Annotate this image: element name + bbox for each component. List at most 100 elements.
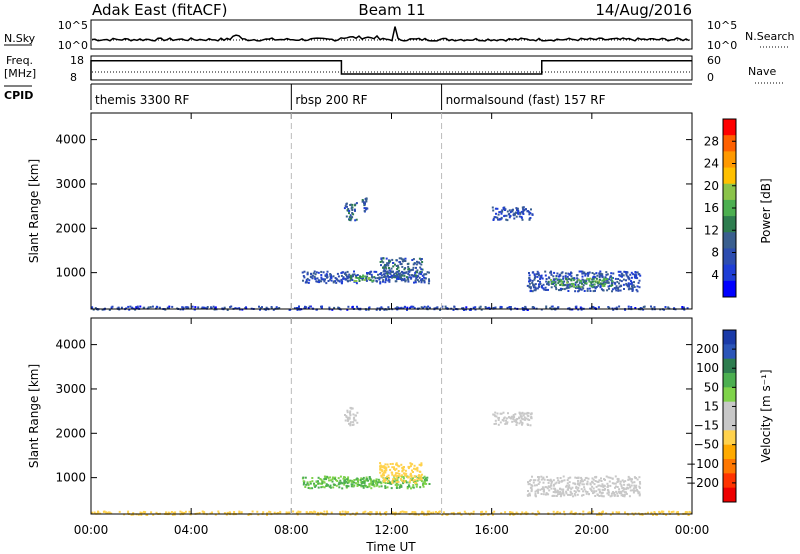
heatmap-cell <box>619 284 622 287</box>
heatmap-cell <box>355 202 358 205</box>
heatmap-cell <box>356 477 359 480</box>
heatmap-cell <box>401 469 404 472</box>
heatmap-cell <box>551 305 554 308</box>
heatmap-cell <box>573 284 575 287</box>
heatmap-cell <box>585 279 588 282</box>
heatmap-cell <box>544 289 547 291</box>
heatmap-cell <box>636 285 639 288</box>
heatmap-cell <box>150 511 153 514</box>
heatmap-cell <box>600 513 603 516</box>
heatmap-cell <box>622 480 625 483</box>
heatmap-cell <box>558 289 561 291</box>
heatmap-cell <box>573 277 576 280</box>
heatmap-cell <box>305 280 308 283</box>
heatmap-cell <box>599 285 602 288</box>
heatmap-cell <box>398 261 401 263</box>
heatmap-cell <box>428 510 431 513</box>
heatmap-cell <box>642 308 645 311</box>
heatmap-cell <box>385 513 387 516</box>
heatmap-cell <box>315 481 318 483</box>
heatmap-cell <box>382 261 385 264</box>
heatmap-cell <box>591 477 594 480</box>
heatmap-cell <box>542 493 545 496</box>
heatmap-cell <box>500 306 503 308</box>
heatmap-cell <box>605 279 608 282</box>
heatmap-cell <box>538 511 541 514</box>
heatmap-cell <box>347 481 350 484</box>
heatmap-cell <box>349 410 352 413</box>
heatmap-cell <box>339 475 342 478</box>
heatmap-cell <box>424 477 427 480</box>
heatmap-cell <box>608 278 611 281</box>
heatmap-cell <box>598 491 601 494</box>
heatmap-cell <box>638 494 641 497</box>
heatmap-cell <box>587 511 590 514</box>
heatmap-cell <box>530 484 533 487</box>
heatmap-cell <box>492 217 495 220</box>
heatmap-cell <box>611 482 614 485</box>
heatmap-cell <box>352 275 354 278</box>
heatmap-cell <box>528 419 531 421</box>
heatmap-cell <box>545 492 548 495</box>
heatmap-cell <box>620 491 623 494</box>
heatmap-cell <box>319 478 322 480</box>
heatmap-cell <box>520 417 523 420</box>
heatmap-cell <box>410 476 413 478</box>
heatmap-cell <box>528 213 531 216</box>
heatmap-cell <box>606 486 609 488</box>
heatmap-cell <box>575 285 578 288</box>
heatmap-cell <box>384 482 387 485</box>
heatmap-cell <box>344 205 347 208</box>
heatmap-cell <box>504 423 507 425</box>
heatmap-cell <box>117 306 120 309</box>
heatmap-cell <box>614 482 617 485</box>
heatmap-cell <box>551 281 553 284</box>
heatmap-cell <box>623 495 626 498</box>
heatmap-cell <box>564 275 567 278</box>
heatmap-cell <box>532 271 535 274</box>
heatmap-cell <box>547 282 550 285</box>
heatmap-cell <box>686 511 689 514</box>
heatmap-cell <box>304 486 307 488</box>
heatmap-cell <box>630 287 633 290</box>
heatmap-cell <box>580 488 583 491</box>
heatmap-cell <box>151 305 154 308</box>
heatmap-cell <box>354 419 357 422</box>
heatmap-cell <box>618 492 621 495</box>
heatmap-cell <box>152 513 155 516</box>
heatmap-cell <box>527 483 530 486</box>
heatmap-cell <box>605 475 608 478</box>
heatmap-cell <box>401 510 404 513</box>
heatmap-cell <box>574 290 577 293</box>
heatmap-cell <box>385 308 388 311</box>
heatmap-cell <box>597 306 600 309</box>
heatmap-cell <box>594 276 597 279</box>
heatmap-cell <box>399 263 402 266</box>
heatmap-cell <box>535 513 538 516</box>
heatmap-cell <box>343 482 346 484</box>
heatmap-cell <box>305 306 308 309</box>
heatmap-cell <box>344 272 346 275</box>
heatmap-cell <box>534 275 537 278</box>
heatmap-cell <box>583 272 585 275</box>
heatmap-cell <box>329 278 332 281</box>
heatmap-cell <box>556 493 559 496</box>
heatmap-cell <box>298 308 301 311</box>
heatmap-cell <box>286 511 289 514</box>
heatmap-cell <box>624 480 627 483</box>
heatmap-cell <box>355 275 357 278</box>
heatmap-cell <box>621 274 624 277</box>
heatmap-cell <box>603 277 606 280</box>
heatmap-cell <box>444 305 447 308</box>
heatmap-cell <box>578 484 581 487</box>
heatmap-cell <box>313 482 315 485</box>
heatmap-cell <box>539 282 542 285</box>
heatmap-cell <box>379 462 382 465</box>
heatmap-cell <box>601 276 604 279</box>
heatmap-cell <box>396 277 398 280</box>
heatmap-cell <box>522 213 525 215</box>
heatmap-cell <box>325 282 328 285</box>
heatmap-cell <box>569 493 571 496</box>
heatmap-cell <box>579 479 582 482</box>
heatmap-cell <box>418 257 421 260</box>
